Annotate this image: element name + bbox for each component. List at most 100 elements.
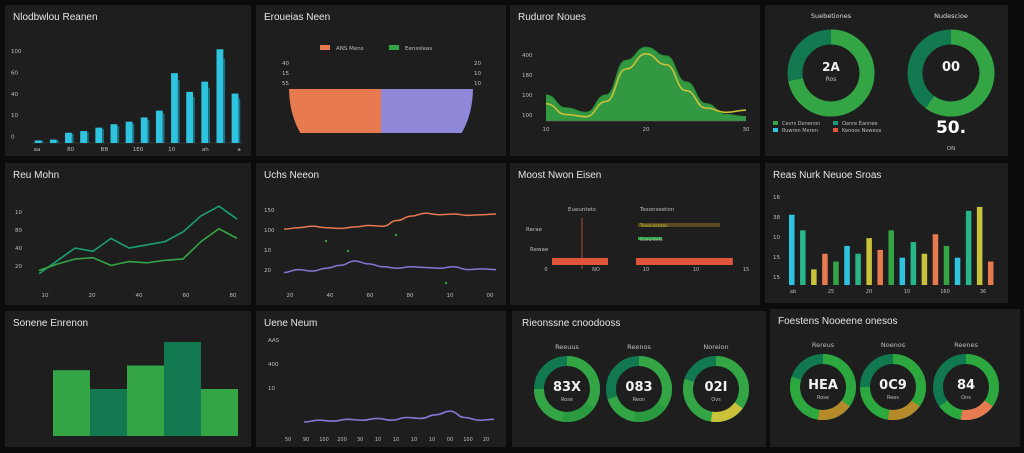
bar-shadow <box>87 132 89 143</box>
bar <box>899 257 906 285</box>
x-tick-label: 50 <box>285 437 291 443</box>
series-line <box>38 227 238 272</box>
x-tick-label: 30 <box>357 437 363 443</box>
x-tick-label: 40 <box>327 293 334 299</box>
panel-bar-1: Nlodbwlou Reanen 100 60 40 10 0 aa 80 BB 1E0 10 ah… <box>5 5 251 156</box>
donut-arc <box>788 29 875 117</box>
x-tick-label: 60 <box>367 293 374 299</box>
x-tick-label: 36 <box>980 289 986 295</box>
bar <box>110 124 118 143</box>
x-tick-label: 60 <box>183 293 190 299</box>
legend-label: Eenssleas <box>405 46 432 52</box>
bar <box>34 140 42 143</box>
bar-shadow <box>147 119 150 143</box>
bar <box>910 242 917 285</box>
legend-label: Kenoos Neweos <box>842 128 882 134</box>
bar-shadow <box>56 139 59 143</box>
panel-line-1: Reu Mohn 10 80 40 20 10 20 40 60 80 <box>5 163 251 305</box>
panel-title: Rieonssne cnoodooss <box>522 318 621 329</box>
bar <box>552 258 608 265</box>
bar <box>80 131 88 143</box>
x-tick-label: 10 <box>693 267 699 273</box>
y-tick-label: 38 <box>773 215 780 221</box>
bar-shadow <box>102 129 104 143</box>
x-tick-label: aa <box>34 147 41 153</box>
donut-center-sub: Rose <box>817 395 829 401</box>
x-tick-label: 10 <box>375 437 381 443</box>
pie-mask <box>256 133 506 156</box>
x-tick-label: 20 <box>643 127 650 133</box>
x-tick-label: 1E0 <box>133 147 144 153</box>
legend-swatch <box>389 45 399 50</box>
panel-donuts-1: Rieonssne cnoodooss Reeuus 83X Rose Reenos 0… <box>512 311 766 447</box>
bar <box>965 210 972 285</box>
x-tick-label: ab <box>790 289 796 295</box>
donut-center-sub: Rees <box>887 395 899 401</box>
big-stat: 50. <box>936 118 966 138</box>
legend-label: Oanre Eannee <box>842 121 878 127</box>
bar-label: Tesonseeton <box>639 223 668 229</box>
bar-label: Eueuntets <box>640 237 663 243</box>
bar-shadow <box>238 98 241 143</box>
x-tick-label: 100 <box>463 437 473 443</box>
bar <box>216 49 224 144</box>
legend-swatch <box>833 121 838 125</box>
legend-label: Ruwren Meren <box>782 128 818 134</box>
panel-title: Uchs Neeon <box>264 170 320 181</box>
bar <box>987 261 994 285</box>
bar <box>231 93 239 143</box>
y-tick-label: 10 <box>11 113 18 119</box>
bar <box>186 91 194 143</box>
x-tick-label: 10 <box>643 267 649 273</box>
x-tick-label: ah <box>202 147 209 153</box>
y-tick-label: 40 <box>11 92 18 98</box>
bar <box>833 261 839 285</box>
x-tick-label: 10 <box>411 437 417 443</box>
bar <box>638 237 662 240</box>
bar <box>932 234 939 285</box>
line-chart: 150 100 10 20 20 40 60 80 10 00 <box>264 208 497 299</box>
donut-row: Reeuus 83X Rose Reenos 083 Reon Noreion 02I Ovs <box>534 343 749 422</box>
bar <box>201 389 238 436</box>
data-point <box>324 239 328 243</box>
x-tick-label: 100 <box>319 437 329 443</box>
x-tick-label: 90 <box>303 437 309 443</box>
x-tick-label: 10 <box>168 147 175 153</box>
bar <box>877 249 883 285</box>
x-tick-label: 20 <box>866 289 872 295</box>
donut-row: Rereus HEA Rose Noenos 0C9 Rees Reenes 84 Ons <box>790 341 999 420</box>
donut-center-sub: Ovs <box>711 397 721 403</box>
series-line <box>38 205 238 275</box>
legend-label: Cevrs Denenon <box>782 121 820 127</box>
y-tick-label: 60 <box>11 70 18 76</box>
panel-title: Foestens Nooeene onesos <box>778 316 898 327</box>
bar-shadow <box>177 80 180 143</box>
data-point <box>346 249 350 253</box>
y-tick-label: 400 <box>268 362 279 368</box>
donut-label: Noenos <box>881 341 906 349</box>
bar-shadow <box>71 133 74 143</box>
legend-swatch <box>833 128 838 132</box>
small-stat: ON <box>947 146 955 152</box>
x-tick-label: 10 <box>42 293 49 299</box>
donut-pair: Suebetiones Nudescioe 2A Ros 00 50. ON Cevrs De… <box>773 12 995 152</box>
panel-title: Moost Nwon Eisen <box>518 170 602 181</box>
x-tick-label: 80 <box>407 293 414 299</box>
bar <box>164 342 201 436</box>
donut-label: Reenes <box>954 341 978 349</box>
data-point <box>394 233 398 237</box>
donut-accent <box>960 400 993 420</box>
y-tick-label: 80 <box>15 228 22 234</box>
panel-bar-3: Sonene Enrenon <box>5 311 251 447</box>
bar-chart <box>53 342 238 436</box>
area-chart: 400 180 100 100 10 20 30 <box>522 46 750 133</box>
pie-label: 15 <box>282 71 289 77</box>
x-tick-label: 0 <box>544 267 547 273</box>
x-tick-label: 25 <box>828 289 834 295</box>
donut-accent <box>710 402 743 422</box>
donut-label: Reeuus <box>555 343 579 351</box>
legend-swatch <box>773 121 778 125</box>
bar-shadow <box>193 96 195 143</box>
donut-center-value: 2A <box>822 60 840 74</box>
y-tick-label: 100 <box>522 93 533 99</box>
